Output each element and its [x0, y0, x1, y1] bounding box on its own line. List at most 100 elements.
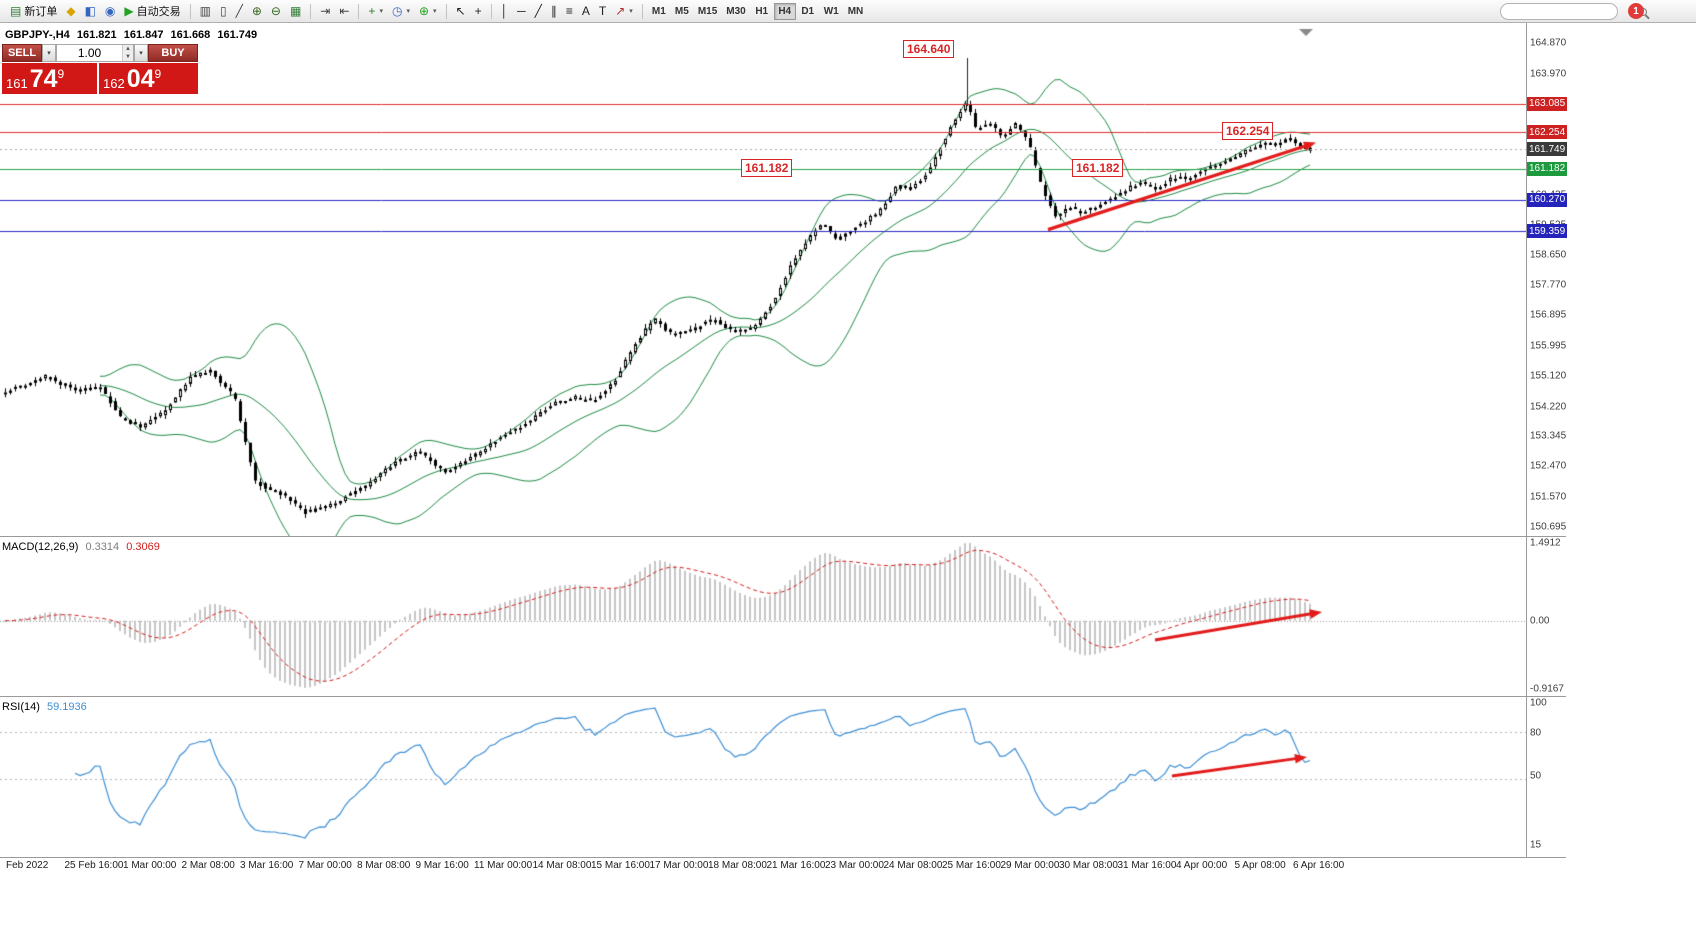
candlestick-chart-button[interactable]: ▯ [216, 2, 231, 21]
time-axis-label: 14 Mar 08:00 [532, 860, 592, 871]
sell-dropdown-button[interactable]: ▾ [42, 44, 56, 62]
vertical-line-button[interactable]: │ [497, 2, 513, 21]
main-chart-canvas[interactable] [0, 23, 1526, 536]
price-annotation[interactable]: 162.254 [1222, 122, 1274, 140]
price-axis-tick: 152.470 [1530, 460, 1567, 472]
zoom-out-button[interactable]: ⊖ [267, 2, 285, 21]
period-button[interactable]: ◷ ▾ [388, 2, 414, 21]
timeframe-m30-button[interactable]: M30 [726, 5, 746, 17]
volume-decrease-button[interactable]: ▼ [123, 53, 133, 61]
text-icon: A [581, 4, 590, 18]
indicators-dropdown-icon: ▾ [433, 8, 437, 15]
crosshair-button[interactable]: + [471, 2, 486, 21]
time-axis-label: 17 Mar 00:00 [649, 860, 709, 871]
toolbar-separator [490, 3, 492, 19]
toolbar-separator [358, 3, 360, 19]
timeframe-w1-button[interactable]: W1 [823, 5, 839, 17]
price-axis-tick: 158.650 [1530, 249, 1567, 261]
buy-button[interactable]: BUY [148, 44, 198, 62]
navigator-button[interactable]: ◉ [101, 2, 119, 21]
bar-chart-icon: ▥ [199, 4, 211, 18]
metaeditor-icon: ◆ [66, 4, 76, 18]
time-axis-label: 9 Mar 16:00 [415, 860, 469, 871]
new-chart-button[interactable]: + ▾ [364, 2, 387, 21]
timeframe-h4-button[interactable]: H4 [773, 2, 796, 20]
toolbar-separator [310, 3, 312, 19]
timeframe-m1-button[interactable]: M1 [651, 5, 666, 17]
timeframe-h1-button[interactable]: H1 [755, 5, 769, 17]
notification-badge[interactable]: 1 [1628, 3, 1644, 19]
new-order-icon: ▤ [10, 4, 22, 18]
macd-main-value: 0.3314 [85, 541, 120, 553]
chart-shift-button[interactable]: ⇤ [335, 2, 353, 21]
search-box[interactable] [1500, 3, 1647, 20]
current-price-badge: 161.749 [1527, 142, 1568, 157]
navigator-icon: ◉ [104, 4, 116, 18]
pane-divider[interactable] [0, 696, 1566, 697]
buy-dropdown-button[interactable]: ▾ [134, 44, 148, 62]
horizontal-line-icon: ─ [517, 4, 526, 18]
horizontal-line-button[interactable]: ─ [513, 2, 530, 21]
price-axis-tick: 164.870 [1530, 37, 1567, 49]
line-chart-button[interactable]: ╱ [232, 2, 247, 21]
new-order-label: 新订单 [24, 6, 58, 18]
vertical-line-icon: │ [500, 4, 509, 18]
new-order-button[interactable]: ▤ 新订单 [6, 2, 61, 21]
timeframe-mn-button[interactable]: MN [847, 5, 864, 17]
rsi-canvas[interactable] [0, 697, 1526, 857]
time-axis-label: 1 Mar 00:00 [123, 860, 177, 871]
time-axis-label: 18 Mar 08:00 [708, 860, 767, 871]
indicators-button[interactable]: ⊕ ▾ [415, 2, 441, 21]
tile-windows-button[interactable]: ▦ [286, 2, 305, 21]
tile-windows-icon: ▦ [289, 4, 302, 18]
symbol-period-label: GBPJPY-,H4 [5, 29, 70, 41]
zoom-in-button[interactable]: ⊕ [248, 2, 266, 21]
pane-divider[interactable] [0, 536, 1566, 537]
arrows-tool-dropdown-icon: ▾ [629, 8, 633, 15]
equidistant-channel-button[interactable]: ∥ [547, 2, 561, 21]
high-value: 161.847 [123, 29, 164, 41]
metaeditor-button[interactable]: ◆ [62, 2, 79, 21]
time-axis-label: 23 Mar 00:00 [825, 860, 884, 871]
ask-price[interactable]: 162 04 9 [99, 63, 198, 94]
rsi-name: RSI(14) [2, 701, 40, 713]
volume-increase-button[interactable]: ▲ [123, 45, 133, 53]
auto-scroll-button[interactable]: ⇥ [316, 2, 334, 21]
market-watch-button[interactable]: ◧ [81, 2, 100, 21]
search-input[interactable] [1507, 6, 1639, 17]
bid-big-figure: 161 [6, 76, 28, 91]
fibonacci-button[interactable]: ≡ [562, 2, 577, 21]
indicators-icon: ⊕ [418, 4, 430, 18]
volume-input[interactable] [57, 45, 122, 61]
price-annotation[interactable]: 164.640 [903, 40, 955, 58]
crosshair-icon: + [474, 4, 482, 18]
rsi-axis-label: 50 [1530, 770, 1542, 782]
price-annotation[interactable]: 161.182 [741, 159, 793, 177]
pane-divider[interactable] [0, 857, 1566, 858]
cursor-icon: ↖ [455, 4, 466, 18]
price-annotation[interactable]: 161.182 [1072, 159, 1124, 177]
macd-axis-zero: 0.00 [1530, 615, 1550, 627]
cursor-button[interactable]: ↖ [452, 2, 470, 21]
time-axis-label: 15 Mar 16:00 [591, 860, 650, 871]
toolbar-separator [445, 3, 447, 19]
fibonacci-icon: ≡ [565, 4, 573, 18]
bid-price[interactable]: 161 74 9 [2, 63, 97, 94]
time-axis-label: 8 Mar 08:00 [357, 860, 411, 871]
sell-button[interactable]: SELL [2, 44, 42, 62]
timeframe-m15-button[interactable]: M15 [697, 5, 718, 17]
trendline-button[interactable]: ╱ [531, 2, 546, 21]
text-label-icon: T [598, 4, 607, 18]
arrows-tool-button[interactable]: ↗ ▾ [611, 2, 637, 21]
text-button[interactable]: A [578, 2, 594, 21]
auto-scroll-icon: ⇥ [320, 4, 331, 18]
time-axis-label: 4 Apr 00:00 [1176, 860, 1228, 871]
macd-canvas[interactable] [0, 537, 1526, 696]
autotrade-button[interactable]: ▶ 自动交易 [120, 2, 184, 21]
bar-chart-button[interactable]: ▥ [196, 2, 215, 21]
text-label-button[interactable]: T [595, 2, 610, 21]
rsi-header: RSI(14) 59.1936 [2, 701, 87, 713]
timeframe-m5-button[interactable]: M5 [674, 5, 689, 17]
ask-big-figure: 162 [103, 76, 125, 91]
timeframe-d1-button[interactable]: D1 [801, 5, 815, 17]
